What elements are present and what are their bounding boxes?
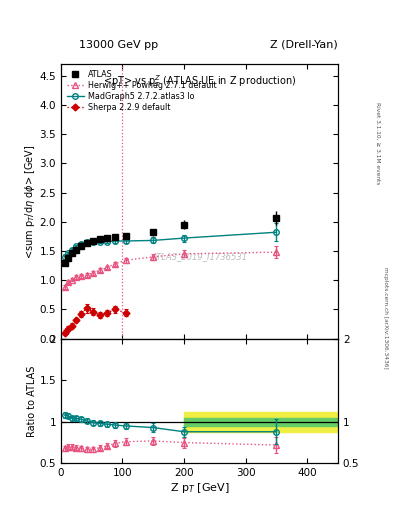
Text: mcplots.cern.ch [arXiv:1306.3436]: mcplots.cern.ch [arXiv:1306.3436] [383,267,387,368]
Y-axis label: <sum p$_T$/d$\eta$ d$\phi$> [GeV]: <sum p$_T$/d$\eta$ d$\phi$> [GeV] [23,144,37,259]
Text: <pT> vs p$_T^Z$ (ATLAS UE in Z production): <pT> vs p$_T^Z$ (ATLAS UE in Z productio… [103,74,296,91]
Y-axis label: Ratio to ATLAS: Ratio to ATLAS [27,365,37,437]
Legend: ATLAS, Herwig++ Powheg 2.7.1 default, MadGraph5 2.7.2.atlas3 lo, Sherpa 2.2.9 de: ATLAS, Herwig++ Powheg 2.7.1 default, Ma… [65,68,219,113]
X-axis label: Z p$_T$ [GeV]: Z p$_T$ [GeV] [169,481,230,495]
Text: Rivet 3.1.10, ≥ 3.1M events: Rivet 3.1.10, ≥ 3.1M events [376,102,380,184]
Text: 13000 GeV pp: 13000 GeV pp [79,39,158,50]
Text: Z (Drell-Yan): Z (Drell-Yan) [270,39,338,50]
Text: ATLAS_2019_I1736531: ATLAS_2019_I1736531 [151,252,248,261]
